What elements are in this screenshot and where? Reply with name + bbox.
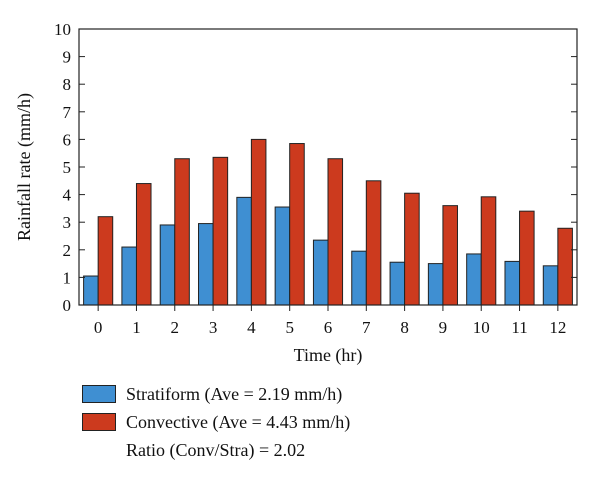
- x-tick-label: 9: [439, 318, 448, 337]
- y-tick-label: 9: [63, 48, 72, 67]
- stratiform-bar-10: [466, 253, 482, 306]
- bars-group: [83, 138, 573, 306]
- y-tick-label: 6: [63, 130, 72, 149]
- legend-label-stratiform: Stratiform (Ave = 2.19 mm/h): [126, 383, 343, 404]
- x-tick-label: 3: [209, 318, 218, 337]
- y-tick-label: 8: [63, 75, 72, 94]
- x-tick-label: 12: [549, 318, 566, 337]
- x-tick-label: 6: [324, 318, 333, 337]
- stratiform-bar-2: [159, 224, 176, 306]
- y-tick-label: 4: [63, 186, 72, 205]
- stratiform-bar-4: [236, 196, 252, 306]
- x-tick-label: 2: [171, 318, 180, 337]
- y-tick-label: 7: [63, 103, 72, 122]
- stratiform-bar-3: [198, 223, 214, 306]
- convective-bar-8: [404, 192, 420, 306]
- ratio-annotation: Ratio (Conv/Stra) = 2.02: [126, 439, 306, 460]
- convective-bar-3: [212, 156, 229, 306]
- x-tick-label: 4: [247, 318, 256, 337]
- convective-bar-0: [97, 216, 114, 306]
- x-tick-label: 10: [473, 318, 490, 337]
- legend-label-convective: Convective (Ave = 4.43 mm/h): [126, 411, 351, 432]
- convective-bar-10: [480, 196, 497, 306]
- y-tick-label: 2: [63, 241, 72, 260]
- stratiform-bar-7: [351, 250, 367, 306]
- convective-bar-4: [250, 138, 267, 306]
- convective-bar-11: [519, 210, 535, 306]
- x-tick-label: 1: [132, 318, 141, 337]
- convective-bar-5: [289, 143, 305, 306]
- convective-bar-1: [135, 183, 152, 306]
- convective-swatch: [82, 413, 116, 431]
- x-tick-label: 7: [362, 318, 371, 337]
- x-tick-label: 11: [511, 318, 527, 337]
- y-axis-title: Rainfall rate (mm/h): [14, 93, 35, 241]
- legend-item-convective: Convective (Ave = 4.43 mm/h): [82, 408, 350, 436]
- y-tick-label: 3: [63, 213, 72, 232]
- stratiform-bar-6: [312, 239, 329, 306]
- y-axis: 0 1 2 3 4 5 6 7 8 9 10: [54, 20, 577, 315]
- x-tick-label: 0: [94, 318, 103, 337]
- y-tick-label: 0: [63, 296, 72, 315]
- convective-bar-2: [174, 158, 190, 306]
- x-axis-title: Time (hr): [294, 345, 363, 366]
- y-tick-label: 10: [54, 20, 71, 39]
- stratiform-bar-11: [504, 260, 521, 306]
- y-tick-label: 5: [63, 158, 72, 177]
- stratiform-bar-5: [274, 206, 291, 306]
- legend-item-stratiform: Stratiform (Ave = 2.19 mm/h): [82, 380, 350, 408]
- x-axis: 0 1 2 3 4 5 6 7 8 9 10 11 12: [94, 305, 566, 337]
- x-tick-label: 8: [400, 318, 409, 337]
- stratiform-bar-9: [427, 263, 444, 306]
- stratiform-bar-8: [389, 261, 406, 306]
- y-tick-label: 1: [63, 268, 72, 287]
- stratiform-bar-0: [83, 275, 99, 306]
- convective-bar-7: [365, 180, 382, 306]
- legend: Stratiform (Ave = 2.19 mm/h) Convective …: [82, 380, 350, 464]
- convective-bar-6: [327, 158, 344, 306]
- legend-item-ratio: Ratio (Conv/Stra) = 2.02: [82, 436, 350, 464]
- convective-bar-9: [442, 205, 458, 306]
- stratiform-swatch: [82, 385, 116, 403]
- convective-bar-12: [557, 227, 573, 306]
- x-tick-label: 5: [285, 318, 294, 337]
- stratiform-bar-1: [121, 246, 137, 306]
- stratiform-bar-12: [542, 265, 559, 306]
